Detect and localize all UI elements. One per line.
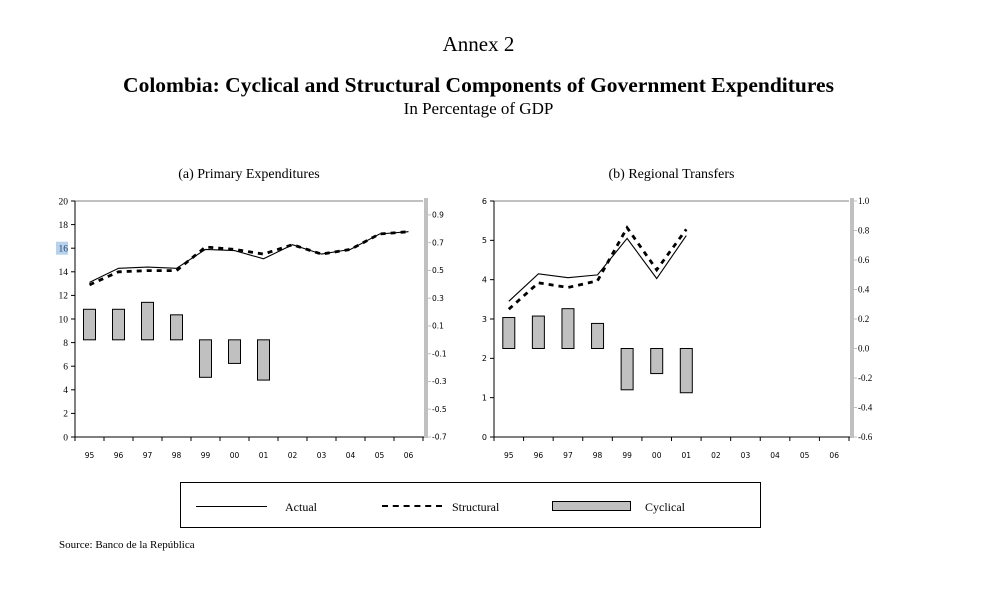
actual-line [508,235,687,302]
cyclical-bar [650,348,664,375]
y-tick-label: 4 [63,386,68,396]
x-tick-label: 05 [800,451,810,460]
cyclical-bar [83,308,96,341]
legend-structural-label: Structural [452,500,500,514]
y2-tick-label: -0.3 [432,377,447,386]
cyclical-bar [591,322,605,349]
x-tick-label: 05 [375,451,385,460]
y2-tick-label: 0.2 [858,314,869,324]
cyclical-bar [141,301,154,341]
legend-structural-swatch [382,505,442,507]
x-tick-label: 02 [711,451,721,460]
actual-line [89,231,409,283]
cyclical-bar [170,314,183,341]
x-tick-label: 00 [652,451,662,460]
x-tick-label: 00 [230,451,240,460]
selected-label-highlight [56,241,68,255]
legend: Actual Structural Cyclical [180,482,761,528]
y2-tick-label: 0.4 [858,285,870,295]
chart-primary-expenditures: (a) Primary Expenditures0246810121416182… [56,167,447,460]
y-tick-label: 16 [59,245,69,255]
y2-tick-label: -0.4 [858,403,873,413]
right-axis [424,198,428,438]
y2-tick-label: -0.1 [432,349,447,358]
y2-tick-label: 1.0 [858,196,870,206]
x-tick-label: 03 [741,451,751,460]
y-tick-label: 18 [59,221,69,231]
x-tick-label: 96 [114,451,124,460]
right-axis [850,198,854,438]
y2-tick-label: 0.8 [858,226,870,236]
y2-tick-label: -0.5 [432,405,447,414]
y2-tick-label: 0.7 [432,238,444,247]
cyclical-bar [112,308,125,341]
x-tick-label: 98 [172,451,182,460]
x-tick-label: 97 [563,451,573,460]
chart-regional-transfers: (b) Regional Transfers0123456-0.6-0.4-0.… [482,167,873,460]
cyclical-bar [561,308,575,349]
y2-tick-label: 0.3 [432,294,444,303]
legend-cyclical-label: Cyclical [645,500,685,514]
source-note: Source: Banco de la República [59,539,195,551]
y-tick-label: 3 [482,315,487,324]
y-tick-label: 12 [59,292,69,302]
y-tick-label: 4 [482,275,487,284]
legend-cyclical-swatch [552,501,631,511]
figure-subtitle: In Percentage of GDP [403,99,554,118]
y2-tick-label: -0.7 [432,433,447,442]
x-tick-label: 06 [829,451,839,460]
x-tick-label: 03 [317,451,327,460]
y2-tick-label: 0.0 [858,344,870,354]
y2-tick-label: 0.9 [432,211,444,220]
y-tick-label: 0 [63,433,68,443]
chart-title: (a) Primary Expenditures [178,167,320,182]
x-tick-label: 02 [288,451,298,460]
annex-label: Annex 2 [442,32,515,56]
y-tick-label: 0 [482,433,487,442]
y-tick-label: 10 [59,315,69,325]
y-tick-label: 2 [63,410,68,420]
x-tick-label: 95 [85,451,95,460]
chart-title: (b) Regional Transfers [609,167,735,182]
cyclical-bar [257,339,270,381]
y2-tick-label: -0.2 [858,373,872,383]
legend-actual-label: Actual [285,500,317,514]
x-tick-label: 01 [682,451,692,460]
structural-line [88,230,409,287]
y-tick-label: 2 [482,354,487,363]
cyclical-bar [199,339,212,378]
structural-line [507,225,688,311]
x-tick-label: 06 [404,451,414,460]
x-tick-label: 99 [622,451,632,460]
y-tick-label: 1 [482,393,487,402]
x-tick-label: 01 [259,451,269,460]
cyclical-bar [228,339,241,364]
x-tick-label: 99 [201,451,211,460]
y-tick-label: 5 [482,236,487,245]
figure-title: Colombia: Cyclical and Structural Compon… [123,73,834,97]
y-tick-label: 14 [59,268,69,278]
y2-tick-label: 0.6 [858,255,870,265]
cyclical-bar [502,317,516,349]
x-tick-label: 98 [593,451,603,460]
x-tick-label: 95 [504,451,514,460]
cyclical-bar [679,348,693,394]
cyclical-bar [620,348,634,391]
y-tick-label: 6 [63,363,68,373]
cyclical-bar [531,315,545,349]
x-tick-label: 04 [346,451,356,460]
legend-actual-swatch [196,506,267,507]
y-tick-label: 6 [482,197,487,206]
x-tick-label: 04 [770,451,780,460]
y2-tick-label: -0.6 [858,432,873,442]
y-tick-label: 8 [63,339,68,349]
x-tick-label: 96 [534,451,544,460]
y2-tick-label: 0.5 [432,266,444,275]
y2-tick-label: 0.1 [432,322,444,331]
y-tick-label: 20 [59,197,69,207]
x-tick-label: 97 [143,451,153,460]
